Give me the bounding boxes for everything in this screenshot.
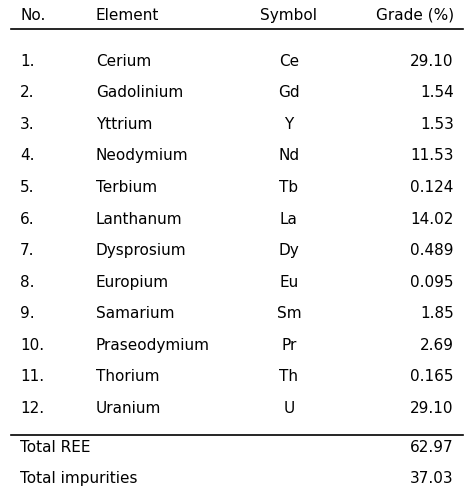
Text: 29.10: 29.10	[410, 401, 454, 416]
Text: 1.85: 1.85	[420, 306, 454, 321]
Text: 5.: 5.	[20, 180, 35, 195]
Text: 0.095: 0.095	[410, 275, 454, 290]
Text: 62.97: 62.97	[410, 440, 454, 455]
Text: 2.69: 2.69	[420, 338, 454, 353]
Text: No.: No.	[20, 8, 46, 23]
Text: Lanthanum: Lanthanum	[96, 212, 182, 226]
Text: 37.03: 37.03	[410, 471, 454, 487]
Text: Th: Th	[279, 369, 298, 385]
Text: Yttrium: Yttrium	[96, 117, 152, 132]
Text: Dysprosium: Dysprosium	[96, 243, 186, 258]
Text: Terbium: Terbium	[96, 180, 157, 195]
Text: Eu: Eu	[279, 275, 299, 290]
Text: Symbol: Symbol	[260, 8, 317, 23]
Text: U: U	[283, 401, 294, 416]
Text: Nd: Nd	[278, 148, 300, 163]
Text: Praseodymium: Praseodymium	[96, 338, 210, 353]
Text: Gd: Gd	[278, 85, 300, 100]
Text: Cerium: Cerium	[96, 54, 151, 69]
Text: Pr: Pr	[281, 338, 297, 353]
Text: Ce: Ce	[279, 54, 299, 69]
Text: 9.: 9.	[20, 306, 35, 321]
Text: 0.165: 0.165	[410, 369, 454, 385]
Text: Uranium: Uranium	[96, 401, 161, 416]
Text: Sm: Sm	[276, 306, 301, 321]
Text: Europium: Europium	[96, 275, 169, 290]
Text: 12.: 12.	[20, 401, 45, 416]
Text: 1.53: 1.53	[420, 117, 454, 132]
Text: Element: Element	[96, 8, 159, 23]
Text: Dy: Dy	[278, 243, 299, 258]
Text: Thorium: Thorium	[96, 369, 159, 385]
Text: Gadolinium: Gadolinium	[96, 85, 183, 100]
Text: Y: Y	[284, 117, 293, 132]
Text: 3.: 3.	[20, 117, 35, 132]
Text: 6.: 6.	[20, 212, 35, 226]
Text: 1.54: 1.54	[420, 85, 454, 100]
Text: Grade (%): Grade (%)	[375, 8, 454, 23]
Text: 14.02: 14.02	[410, 212, 454, 226]
Text: 11.53: 11.53	[410, 148, 454, 163]
Text: 0.124: 0.124	[410, 180, 454, 195]
Text: La: La	[280, 212, 298, 226]
Text: 8.: 8.	[20, 275, 35, 290]
Text: Tb: Tb	[279, 180, 299, 195]
Text: 29.10: 29.10	[410, 54, 454, 69]
Text: 0.489: 0.489	[410, 243, 454, 258]
Text: Total impurities: Total impurities	[20, 471, 138, 487]
Text: 2.: 2.	[20, 85, 35, 100]
Text: 11.: 11.	[20, 369, 45, 385]
Text: Samarium: Samarium	[96, 306, 174, 321]
Text: Total REE: Total REE	[20, 440, 91, 455]
Text: 4.: 4.	[20, 148, 35, 163]
Text: Neodymium: Neodymium	[96, 148, 188, 163]
Text: 10.: 10.	[20, 338, 45, 353]
Text: 1.: 1.	[20, 54, 35, 69]
Text: 7.: 7.	[20, 243, 35, 258]
